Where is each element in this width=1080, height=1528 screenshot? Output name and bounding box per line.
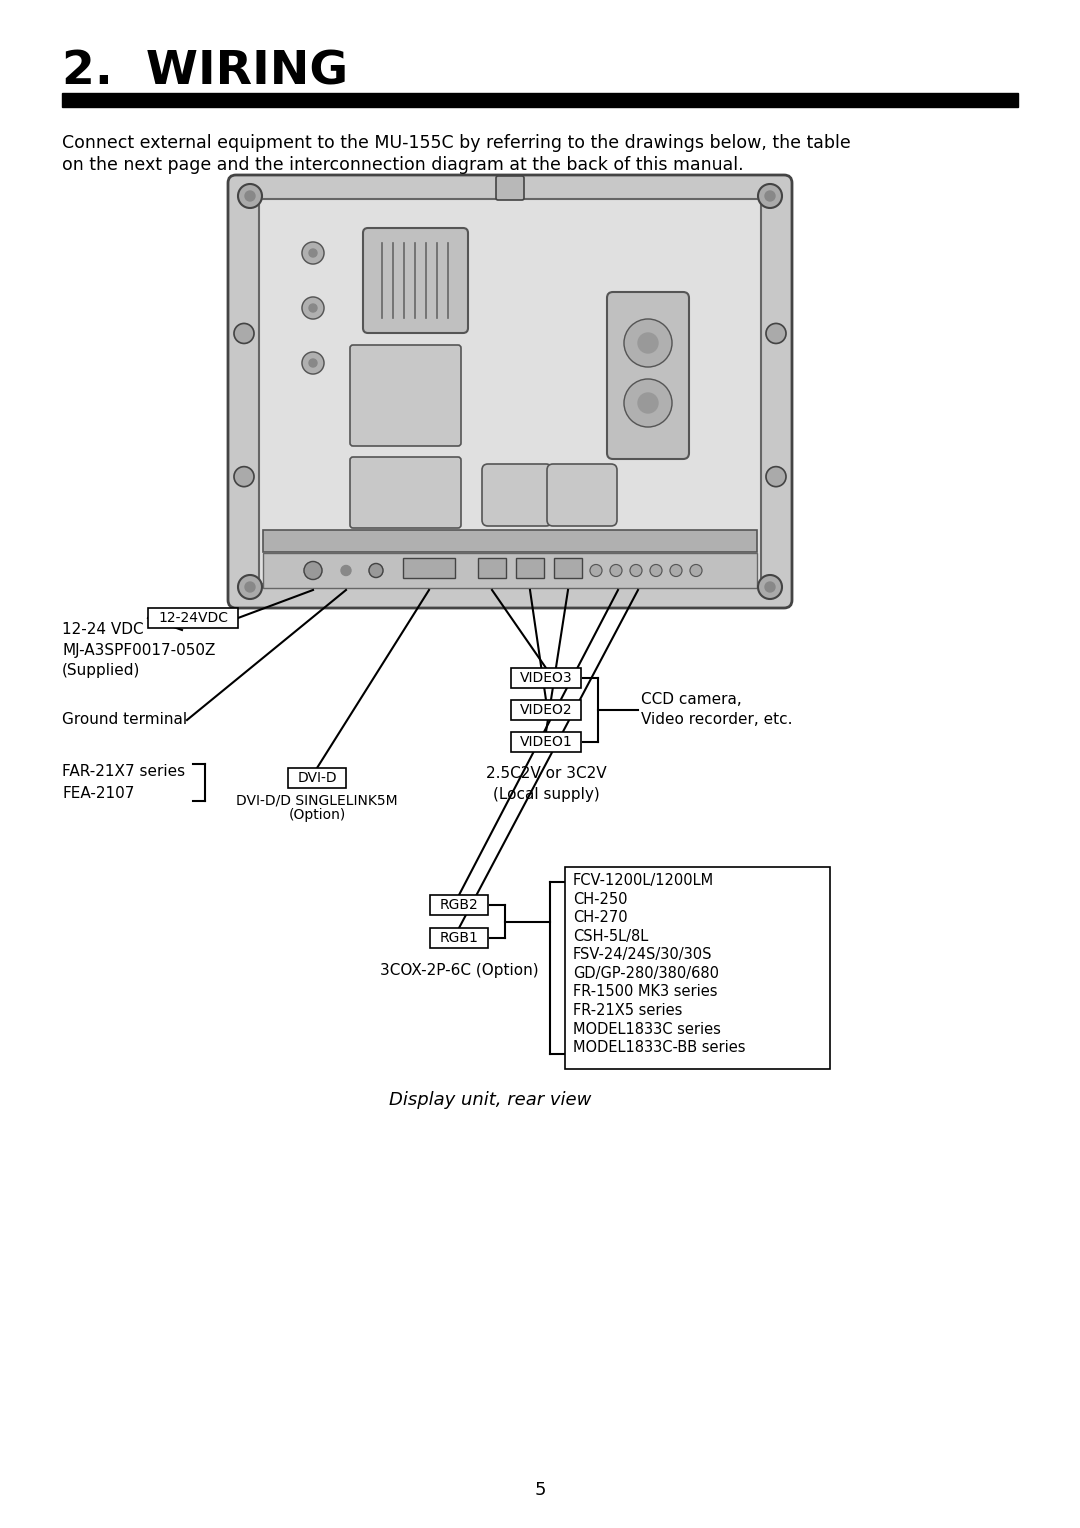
Text: 5: 5 bbox=[535, 1481, 545, 1499]
Text: on the next page and the interconnection diagram at the back of this manual.: on the next page and the interconnection… bbox=[62, 156, 744, 174]
Circle shape bbox=[610, 564, 622, 576]
FancyBboxPatch shape bbox=[259, 199, 761, 584]
Text: 2.  WIRING: 2. WIRING bbox=[62, 49, 348, 95]
Circle shape bbox=[624, 379, 672, 426]
Text: CH-270: CH-270 bbox=[573, 911, 627, 926]
Text: (Supplied): (Supplied) bbox=[62, 663, 140, 677]
Text: CSH-5L/8L: CSH-5L/8L bbox=[573, 929, 648, 944]
Text: 12-24VDC: 12-24VDC bbox=[158, 611, 228, 625]
Circle shape bbox=[590, 564, 602, 576]
Text: VIDEO3: VIDEO3 bbox=[519, 671, 572, 685]
FancyBboxPatch shape bbox=[607, 292, 689, 458]
Text: FAR-21X7 series: FAR-21X7 series bbox=[62, 764, 185, 779]
FancyBboxPatch shape bbox=[546, 465, 617, 526]
Bar bbox=[554, 558, 582, 578]
Text: FEA-2107: FEA-2107 bbox=[62, 785, 134, 801]
Circle shape bbox=[302, 241, 324, 264]
Bar bbox=[478, 558, 507, 578]
Text: DVI-D/D SINGLELINK5M: DVI-D/D SINGLELINK5M bbox=[237, 793, 397, 807]
Circle shape bbox=[245, 191, 255, 202]
FancyBboxPatch shape bbox=[350, 457, 461, 529]
FancyBboxPatch shape bbox=[363, 228, 468, 333]
Circle shape bbox=[303, 561, 322, 579]
Text: FR-1500 MK3 series: FR-1500 MK3 series bbox=[573, 984, 717, 999]
Bar bbox=[565, 866, 831, 1070]
Bar bbox=[264, 530, 757, 552]
Text: MJ-A3SPF0017-050Z: MJ-A3SPF0017-050Z bbox=[62, 642, 215, 657]
FancyBboxPatch shape bbox=[228, 176, 792, 608]
Text: MODEL1833C-BB series: MODEL1833C-BB series bbox=[573, 1041, 745, 1054]
Bar bbox=[430, 927, 488, 947]
Circle shape bbox=[638, 393, 658, 413]
FancyBboxPatch shape bbox=[482, 465, 552, 526]
Circle shape bbox=[234, 324, 254, 344]
FancyBboxPatch shape bbox=[496, 176, 524, 200]
Circle shape bbox=[369, 564, 383, 578]
Bar bbox=[264, 553, 757, 588]
Circle shape bbox=[309, 304, 318, 312]
Circle shape bbox=[758, 575, 782, 599]
Circle shape bbox=[670, 564, 681, 576]
Text: Ground terminal: Ground terminal bbox=[62, 712, 187, 727]
Circle shape bbox=[302, 296, 324, 319]
Circle shape bbox=[638, 333, 658, 353]
Circle shape bbox=[341, 565, 351, 576]
Bar bbox=[403, 558, 455, 578]
Circle shape bbox=[758, 183, 782, 208]
Text: 12-24 VDC: 12-24 VDC bbox=[62, 622, 144, 637]
Bar bbox=[511, 732, 581, 752]
Circle shape bbox=[302, 351, 324, 374]
Bar bbox=[516, 558, 544, 578]
Text: Display unit, rear view: Display unit, rear view bbox=[389, 1091, 591, 1109]
Circle shape bbox=[765, 582, 775, 591]
Circle shape bbox=[766, 324, 786, 344]
Circle shape bbox=[650, 564, 662, 576]
Bar bbox=[148, 608, 238, 628]
Bar bbox=[430, 895, 488, 915]
Bar bbox=[511, 700, 581, 720]
Text: 2.5C2V or 3C2V: 2.5C2V or 3C2V bbox=[486, 767, 606, 781]
Text: FR-21X5 series: FR-21X5 series bbox=[573, 1002, 683, 1018]
Text: Connect external equipment to the MU-155C by referring to the drawings below, th: Connect external equipment to the MU-155… bbox=[62, 134, 851, 151]
Text: VIDEO2: VIDEO2 bbox=[519, 703, 572, 717]
Circle shape bbox=[690, 564, 702, 576]
Text: (Option): (Option) bbox=[288, 808, 346, 822]
Bar bbox=[511, 668, 581, 688]
Text: FSV-24/24S/30/30S: FSV-24/24S/30/30S bbox=[573, 947, 713, 963]
Bar bbox=[288, 769, 346, 788]
Circle shape bbox=[245, 582, 255, 591]
Circle shape bbox=[630, 564, 642, 576]
Circle shape bbox=[624, 319, 672, 367]
FancyBboxPatch shape bbox=[350, 345, 461, 446]
Text: (Local supply): (Local supply) bbox=[492, 787, 599, 802]
Text: FCV-1200L/1200LM: FCV-1200L/1200LM bbox=[573, 874, 714, 888]
Circle shape bbox=[309, 249, 318, 257]
Circle shape bbox=[766, 466, 786, 486]
Text: CCD camera,: CCD camera, bbox=[642, 692, 742, 707]
Bar bbox=[62, 93, 1018, 107]
Text: VIDEO1: VIDEO1 bbox=[519, 735, 572, 749]
Text: RGB2: RGB2 bbox=[440, 898, 478, 912]
Circle shape bbox=[238, 575, 262, 599]
Circle shape bbox=[234, 466, 254, 486]
Text: MODEL1833C series: MODEL1833C series bbox=[573, 1022, 720, 1036]
Text: DVI-D: DVI-D bbox=[297, 772, 337, 785]
Text: 3COX-2P-6C (Option): 3COX-2P-6C (Option) bbox=[380, 963, 538, 978]
Text: CH-250: CH-250 bbox=[573, 892, 627, 908]
Text: Video recorder, etc.: Video recorder, etc. bbox=[642, 712, 793, 727]
Text: GD/GP-280/380/680: GD/GP-280/380/680 bbox=[573, 966, 719, 981]
Circle shape bbox=[765, 191, 775, 202]
Circle shape bbox=[309, 359, 318, 367]
Circle shape bbox=[238, 183, 262, 208]
Text: RGB1: RGB1 bbox=[440, 931, 478, 944]
